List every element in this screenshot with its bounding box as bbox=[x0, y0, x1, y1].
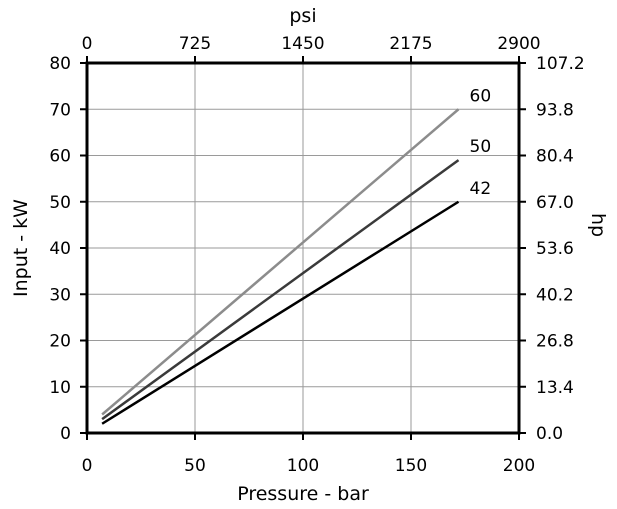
y2-tick-label: 40.2 bbox=[536, 285, 574, 305]
y2-tick-label: 80.4 bbox=[536, 147, 574, 167]
y-tick-label: 60 bbox=[49, 147, 71, 167]
y2-axis-title: hp bbox=[587, 213, 609, 237]
series-label: 60 bbox=[470, 86, 492, 106]
y2-tick-label: 0.0 bbox=[536, 424, 563, 444]
y2-tick-label: 26.8 bbox=[536, 332, 574, 352]
series-label: 50 bbox=[470, 137, 492, 157]
x-axis-title: Pressure - bar bbox=[237, 483, 369, 505]
y2-tick-label: 107.2 bbox=[536, 54, 585, 74]
tick-marks bbox=[80, 56, 526, 440]
x2-axis-title: psi bbox=[289, 5, 316, 27]
y-tick-label: 40 bbox=[49, 239, 71, 259]
series-line bbox=[101, 108, 460, 416]
y-tick-label: 20 bbox=[49, 332, 71, 352]
x-tick-label: 0 bbox=[82, 456, 93, 476]
y-tick-label: 30 bbox=[49, 285, 71, 305]
y2-tick-label: 67.0 bbox=[536, 193, 574, 213]
x2-tick-label: 725 bbox=[179, 34, 211, 54]
x-tick-label: 100 bbox=[287, 456, 319, 476]
series-line bbox=[101, 159, 460, 421]
y-tick-label: 0 bbox=[60, 424, 71, 444]
y2-tick-label: 13.4 bbox=[536, 378, 574, 398]
grid bbox=[87, 63, 519, 433]
y-axis-title: Input - kW bbox=[10, 199, 32, 297]
series-line bbox=[101, 200, 460, 425]
x-tick-label: 150 bbox=[395, 456, 427, 476]
y-tick-label: 10 bbox=[49, 378, 71, 398]
series-lines: 60 50 42 bbox=[101, 86, 492, 425]
y-tick-label: 80 bbox=[49, 54, 71, 74]
y2-tick-label: 93.8 bbox=[536, 100, 574, 120]
y-tick-label: 50 bbox=[49, 193, 71, 213]
series-label: 42 bbox=[470, 179, 492, 199]
y2-tick-label: 53.6 bbox=[536, 239, 574, 259]
x2-tick-label: 0 bbox=[82, 34, 93, 54]
x-tick-label: 50 bbox=[184, 456, 206, 476]
x2-tick-label: 2175 bbox=[389, 34, 432, 54]
y-tick-label: 70 bbox=[49, 100, 71, 120]
x2-tick-label: 2900 bbox=[497, 34, 540, 54]
x2-tick-label: 1450 bbox=[281, 34, 324, 54]
x-tick-label: 200 bbox=[503, 456, 535, 476]
